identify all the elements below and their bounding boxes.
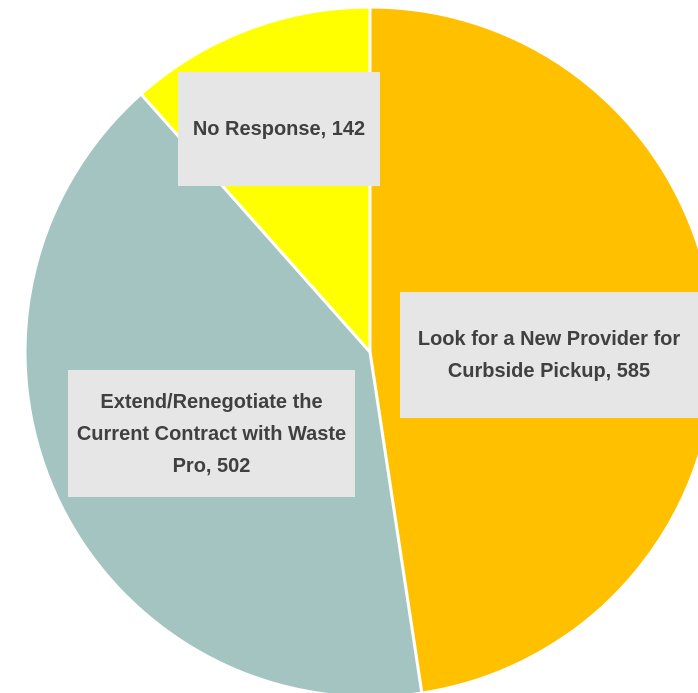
data-label: No Response, 142 <box>178 72 380 186</box>
data-label: Extend/Renegotiate the Current Contract … <box>68 370 355 497</box>
data-label: Look for a New Provider for Curbside Pic… <box>400 292 698 418</box>
